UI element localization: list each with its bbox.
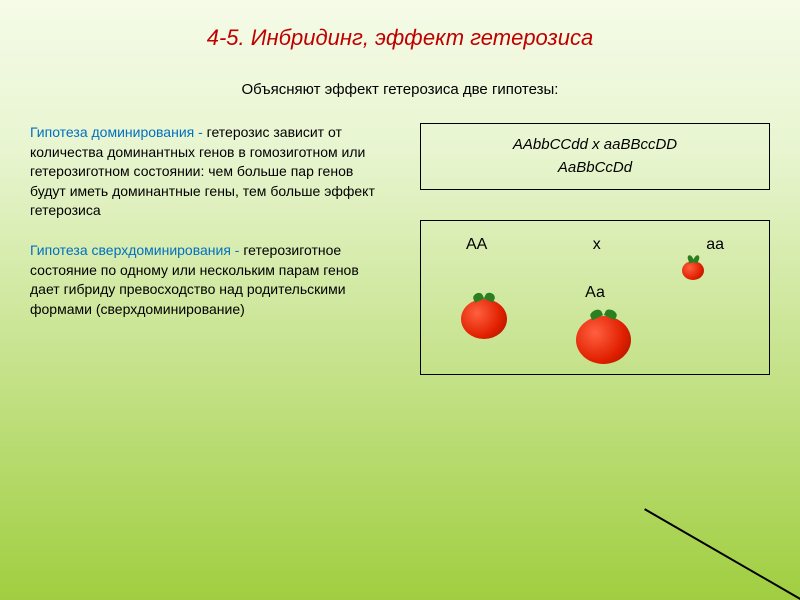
hypothesis-dominance: Гипотеза доминирования - гетерозис завис… [30, 123, 380, 221]
hypothesis-overdominance-title: Гипотеза сверхдоминирования - [30, 242, 243, 258]
tomato-leaf-icon [688, 255, 699, 265]
genotype-parent-left: АА [466, 236, 487, 254]
genotype-parents-row: АА х аа [441, 236, 749, 254]
genotype-formula-box: AAbbCCdd x aaBBccDD AaBbCcDd [420, 123, 770, 190]
content-area: Гипотеза доминирования - гетерозис завис… [0, 123, 800, 375]
slide-title: 4-5. Инбридинг, эффект гетерозиса [0, 0, 800, 51]
tomato-leaf-icon [590, 310, 618, 320]
tomato-leaf-icon [473, 293, 496, 303]
formula-line-2: AaBbCcDd [436, 157, 754, 180]
hypothesis-overdominance: Гипотеза сверхдоминирования - гетерозиго… [30, 241, 380, 319]
hypothesis-dominance-title: Гипотеза доминирования - [30, 124, 207, 140]
tomato-diagram-box: АА х аа Аа [420, 220, 770, 375]
tomato-icon [682, 261, 704, 280]
tomato-icon [576, 316, 631, 364]
decorative-line [644, 508, 800, 600]
slide-subtitle: Объясняют эффект гетерозиса две гипотезы… [0, 81, 800, 98]
genotype-cross-symbol: х [593, 236, 601, 254]
tomato-icon [461, 299, 507, 339]
genotype-parent-right: аа [706, 236, 724, 254]
left-column: Гипотеза доминирования - гетерозис завис… [30, 123, 400, 375]
formula-line-1: AAbbCCdd x aaBBccDD [436, 134, 754, 157]
right-column: AAbbCCdd x aaBBccDD AaBbCcDd АА х аа Аа [400, 123, 770, 375]
